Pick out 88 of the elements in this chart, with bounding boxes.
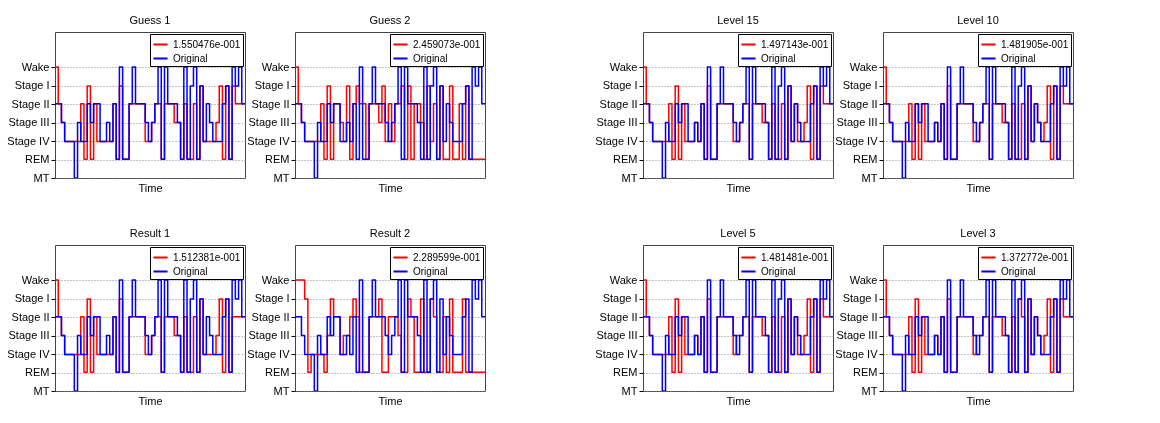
text: Stage I [254,79,290,92]
text: Wake [261,60,290,73]
x-axis-title: Time [966,394,991,407]
text: Wake [849,273,878,286]
legend-label: Original [761,265,796,277]
text: Stage IV [835,134,879,147]
text: MT [621,384,638,397]
text: MT [621,171,638,184]
legend-label: Original [1001,52,1036,64]
text: Stage I [254,292,290,305]
text: Stage II [599,97,638,110]
text: REM [853,366,878,379]
text: Wake [261,273,290,286]
legend-label: Original [1001,265,1036,277]
chart-title: Level 10 [957,14,999,26]
legend-label: 1.512381e-001 [173,251,241,263]
text: MT [33,384,50,397]
text: Stage IV [595,347,639,360]
legend-label: Original [761,52,796,64]
legend-label: 1.481905e-001 [1001,38,1069,50]
text: Stage I [14,79,50,92]
text: Stage II [599,310,638,323]
text: MT [861,384,878,397]
text: Stage III [8,329,50,342]
text: REM [613,366,638,379]
chart-title: Guess 2 [369,14,411,26]
text: Stage III [248,116,290,129]
chart-title: Level 5 [720,227,756,239]
text: Stage III [836,329,878,342]
legend-label: 1.481481e-001 [761,251,829,263]
legend-label: 1.497143e-001 [761,38,829,50]
text: REM [265,366,290,379]
text: Stage III [248,329,290,342]
text: REM [25,153,50,166]
text: Stage II [839,310,878,323]
text: REM [25,366,50,379]
x-axis-title: Time [726,181,751,194]
text: MT [273,171,290,184]
text: Stage III [596,329,638,342]
text: Stage II [251,97,290,110]
legend-label: 1.550476e-001 [173,38,241,50]
text: REM [265,153,290,166]
text: Stage IV [835,347,879,360]
text: Stage III [836,116,878,129]
text: Wake [21,273,50,286]
x-axis-title: Time [726,394,751,407]
legend-label: Original [413,265,448,277]
text: Wake [21,60,50,73]
text: Stage I [842,79,878,92]
text: Stage II [839,97,878,110]
text: REM [613,153,638,166]
legend-label: Original [173,265,208,277]
text: Stage IV [7,347,51,360]
x-axis-title: Time [138,181,163,194]
text: Stage I [602,292,638,305]
text: REM [853,153,878,166]
text: Stage III [596,116,638,129]
text: Stage I [14,292,50,305]
text: Stage I [602,79,638,92]
text: Stage II [11,97,50,110]
text: MT [273,384,290,397]
legend-label: Original [173,52,208,64]
text: Stage IV [247,134,291,147]
text: Stage III [8,116,50,129]
text: Stage I [842,292,878,305]
chart-title: Result 1 [129,227,171,239]
chart-title: Level 15 [717,14,759,26]
x-axis-title: Time [966,181,991,194]
x-axis-title: Time [138,394,163,407]
legend-label: 2.459073e-001 [413,38,481,50]
chart-title: Level 3 [960,227,996,239]
text: Wake [609,273,638,286]
text: Stage II [251,310,290,323]
text: Stage IV [7,134,51,147]
chart-title: Guess 1 [129,14,171,26]
text: Stage IV [247,347,291,360]
text: Stage IV [595,134,639,147]
text: Wake [849,60,878,73]
legend-label: 2.289599e-001 [413,251,481,263]
x-axis-title: Time [378,394,403,407]
text: Wake [609,60,638,73]
x-axis-title: Time [378,181,403,194]
text: Stage II [11,310,50,323]
legend-label: 1.372772e-001 [1001,251,1069,263]
text: MT [861,171,878,184]
text: MT [33,171,50,184]
chart-title: Result 2 [369,227,411,239]
legend-label: Original [413,52,448,64]
